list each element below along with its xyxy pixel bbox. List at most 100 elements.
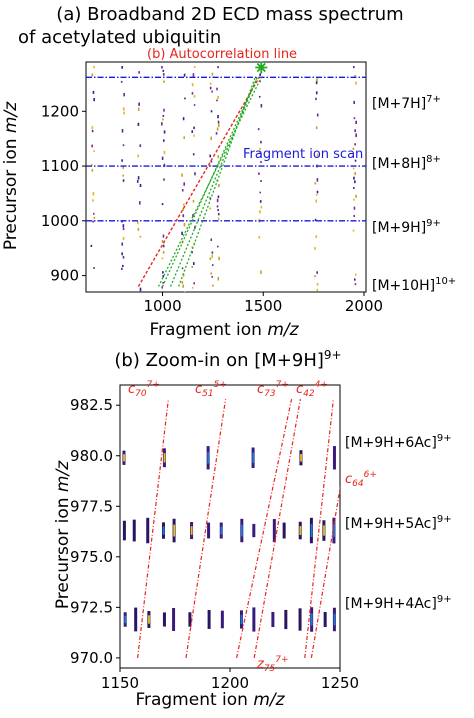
x-tick-label: 1000 [143, 297, 181, 315]
spectrum-point [161, 203, 164, 206]
spectrum-point [191, 130, 194, 133]
spectrum-point [137, 154, 140, 158]
spectrum-point [259, 147, 261, 151]
spectrum-point [210, 160, 213, 163]
spectrum-point [93, 150, 95, 152]
peak [252, 607, 256, 632]
spectrum-point [91, 163, 93, 167]
panel-b-ylabel: Precursor ion m/z [53, 460, 73, 609]
peak [332, 446, 336, 470]
spectrum-point [314, 247, 316, 250]
spectrum-point [91, 126, 94, 130]
spectrum-point [215, 132, 218, 135]
spectrum-point [191, 246, 194, 249]
fragment-label-c70: c707+ [128, 380, 160, 399]
spectrum-point [90, 244, 93, 247]
panel-a-title-line2: of acetylated ubiquitin [18, 27, 221, 48]
spectrum-point [355, 120, 357, 125]
spectrum-point [182, 214, 185, 218]
spectrum-point [163, 150, 166, 155]
spectrum-point [192, 262, 195, 266]
spectrum-point [137, 107, 140, 111]
spectrum-point [259, 200, 262, 203]
spectrum-point [315, 235, 318, 239]
spectrum-point [137, 227, 140, 231]
spectrum-point [122, 107, 125, 111]
spectrum-point [162, 139, 165, 142]
spectrum-point [192, 73, 195, 77]
spectrum-point [314, 218, 317, 222]
peak [220, 610, 224, 629]
spectrum-point [216, 198, 219, 203]
spectrum-point [121, 220, 123, 223]
spectrum-point [163, 80, 165, 83]
y-tick-label: 975.0 [70, 548, 113, 566]
spectrum-point [181, 281, 184, 284]
spectrum-point [353, 176, 355, 180]
spectrum-point [121, 267, 123, 270]
peak-core [310, 524, 313, 537]
spectrum-point [181, 267, 184, 270]
spectrum-point [162, 234, 165, 238]
fragment-label-c51: c515+ [195, 380, 227, 399]
peak [207, 610, 211, 629]
spectrum-point [184, 97, 186, 100]
spectrum-point [217, 66, 219, 69]
ion-label-4ac: [M+9H+4Ac]9+ [345, 594, 452, 612]
spectrum-point [139, 201, 141, 205]
x-tick-label: 1500 [244, 297, 282, 315]
spectrum-point [353, 117, 356, 120]
spectrum-point [260, 140, 262, 144]
spectrum-point [315, 126, 318, 130]
spectrum-point [137, 221, 139, 225]
spectrum-point [161, 257, 164, 260]
peak-core [148, 615, 150, 624]
spectrum-point [163, 108, 165, 112]
spectrum-point [354, 74, 356, 78]
peak [282, 522, 286, 539]
peak-core [299, 526, 302, 535]
panel-b-xlabel: Fragment ion m/z [135, 690, 285, 710]
spectrum-point [315, 193, 318, 196]
spectrum-point [182, 117, 185, 121]
spectrum-point [122, 224, 125, 228]
spectrum-point [217, 217, 220, 221]
spectrum-point [139, 287, 142, 292]
spectrum-point [211, 254, 213, 259]
panel-b-plot-area [122, 399, 340, 659]
spectrum-point [354, 273, 357, 276]
spectrum-point [315, 91, 318, 95]
spectrum-point [315, 97, 317, 101]
spectrum-point [183, 291, 186, 292]
ion-label-6ac: [M+9H+6Ac]9+ [345, 433, 452, 451]
spectrum-point [354, 180, 356, 184]
spectrum-point [210, 136, 213, 141]
spectrum-point [193, 95, 196, 98]
spectrum-point [91, 144, 93, 148]
spectrum-point [193, 126, 195, 130]
spectrum-point [316, 288, 319, 292]
peak-core [333, 524, 335, 537]
fragment-line [304, 399, 334, 658]
spectrum-point [353, 278, 356, 281]
spectrum-point [209, 82, 212, 85]
fragment-line [185, 399, 227, 658]
spectrum-point [93, 98, 95, 102]
spectrum-point [122, 236, 125, 241]
panel-a-title-line1: (a) Broadband 2D ECD mass spectrum [56, 4, 403, 25]
fragment-label-c73: c737+ [257, 380, 289, 399]
panel-a-plot-area [86, 66, 366, 292]
spectrum-point [210, 272, 213, 275]
y-tick-label: 1200 [41, 102, 79, 120]
spectrum-point [260, 180, 262, 182]
spectrum-point [162, 275, 165, 278]
spectrum-point [136, 179, 139, 183]
spectrum-point [183, 222, 186, 227]
spectrum-point [162, 251, 165, 254]
peak-core [173, 524, 176, 537]
spectrum-point [217, 212, 220, 216]
autocorrelation-annotation: (b) Autocorrelation line [147, 47, 297, 62]
peak-core [252, 452, 255, 463]
spectrum-point [211, 264, 214, 266]
spectrum-point [123, 111, 126, 115]
